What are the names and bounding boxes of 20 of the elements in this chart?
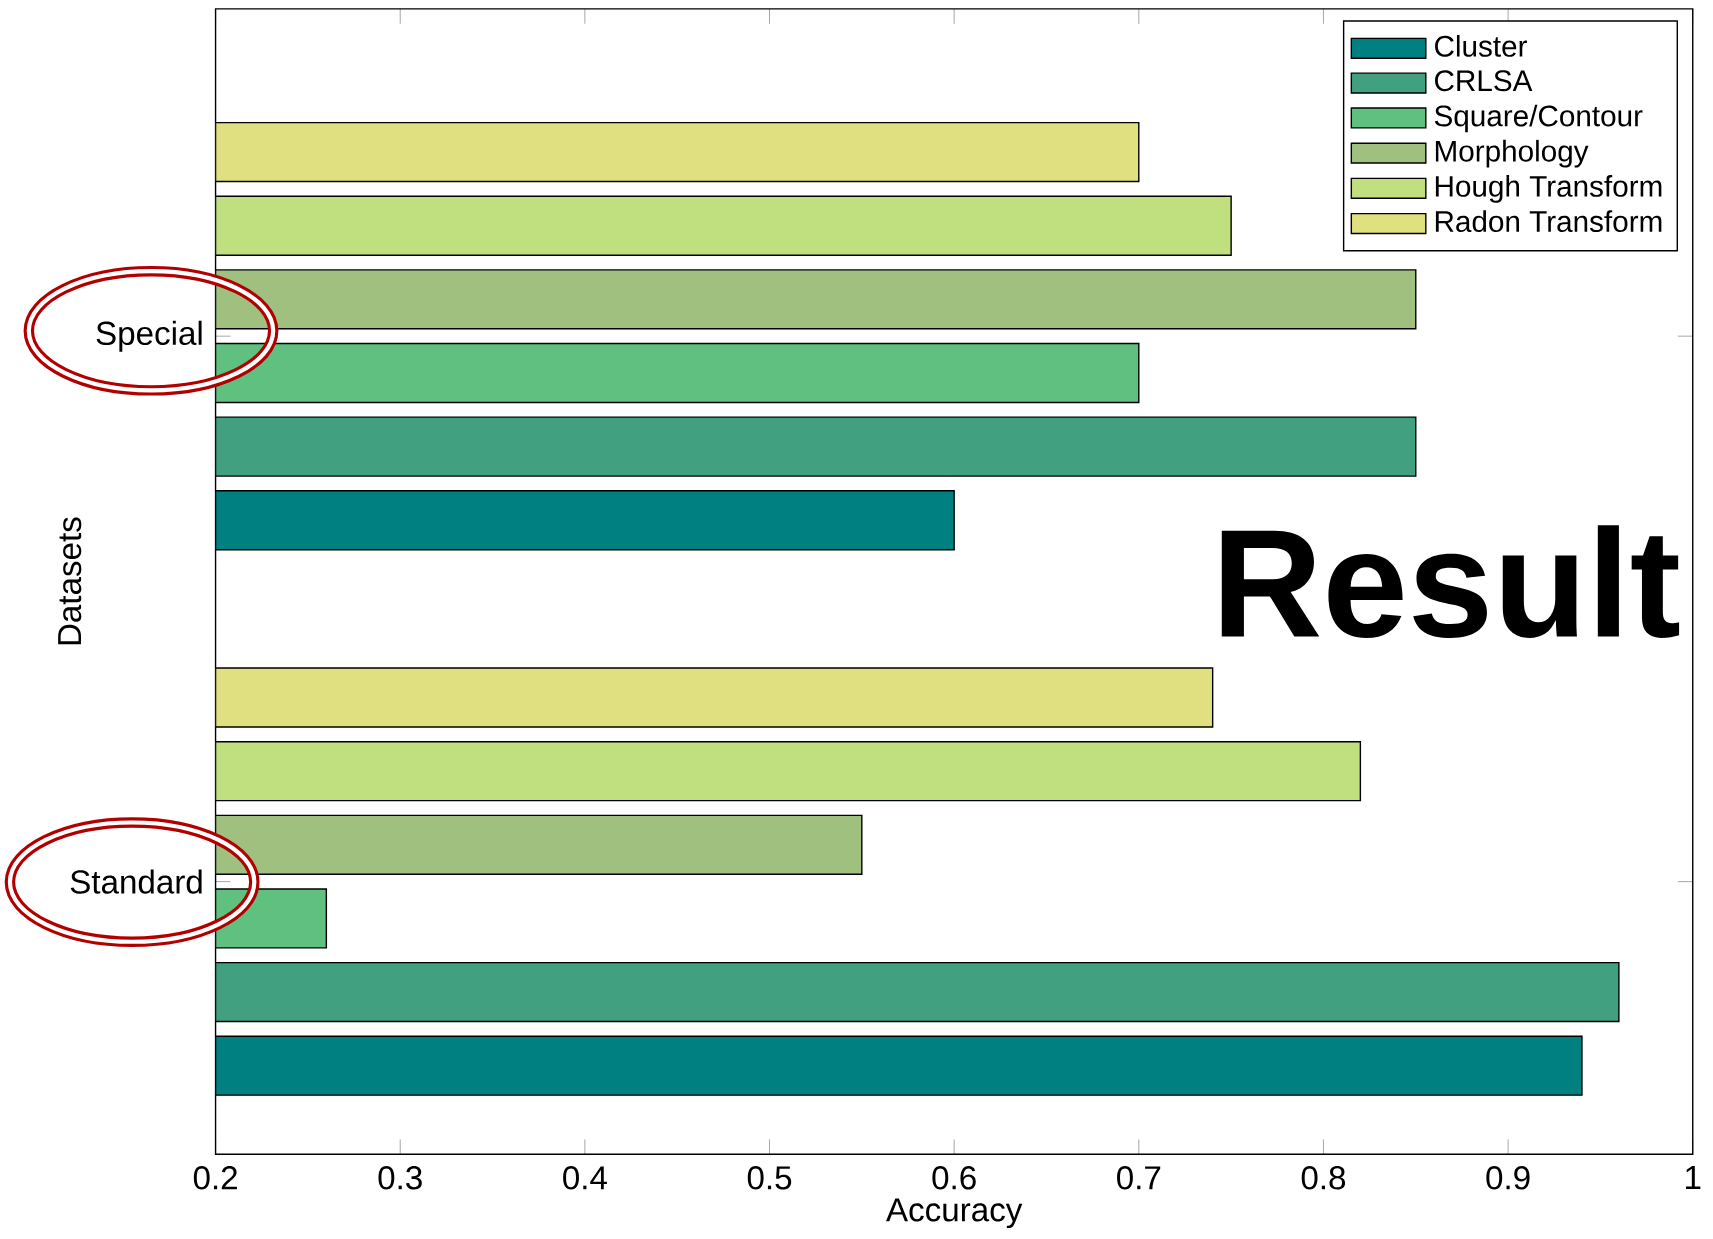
y-tick-label: Special xyxy=(96,320,202,352)
x-tick-label: 0.5 xyxy=(747,1165,792,1190)
y-tick-label: Standard xyxy=(70,869,202,894)
legend-label: Hough Transform xyxy=(1435,174,1662,203)
legend-label: Cluster xyxy=(1435,34,1527,57)
legend-label: CRLSA xyxy=(1435,70,1533,92)
x-tick-label: 1 xyxy=(1686,1165,1701,1189)
x-tick-label: 0.9 xyxy=(1486,1165,1530,1190)
x-tick-label: 0.2 xyxy=(193,1165,237,1190)
x-tick-label: 0.7 xyxy=(1117,1165,1161,1190)
x-tick-label: 0.4 xyxy=(563,1165,607,1190)
legend-label: Radon Transform xyxy=(1435,210,1662,232)
y-axis-title: Datasets xyxy=(58,517,82,645)
x-tick-label: 0.8 xyxy=(1301,1165,1346,1190)
legend-label: Square/Contour xyxy=(1434,104,1643,133)
x-tick-label: 0.6 xyxy=(932,1165,976,1190)
annotation: Result xyxy=(1221,525,1680,638)
x-axis-title: Accuracy xyxy=(886,1198,1023,1229)
x-tick-label: 0.3 xyxy=(378,1165,422,1190)
legend-label: Morphology xyxy=(1435,139,1589,168)
